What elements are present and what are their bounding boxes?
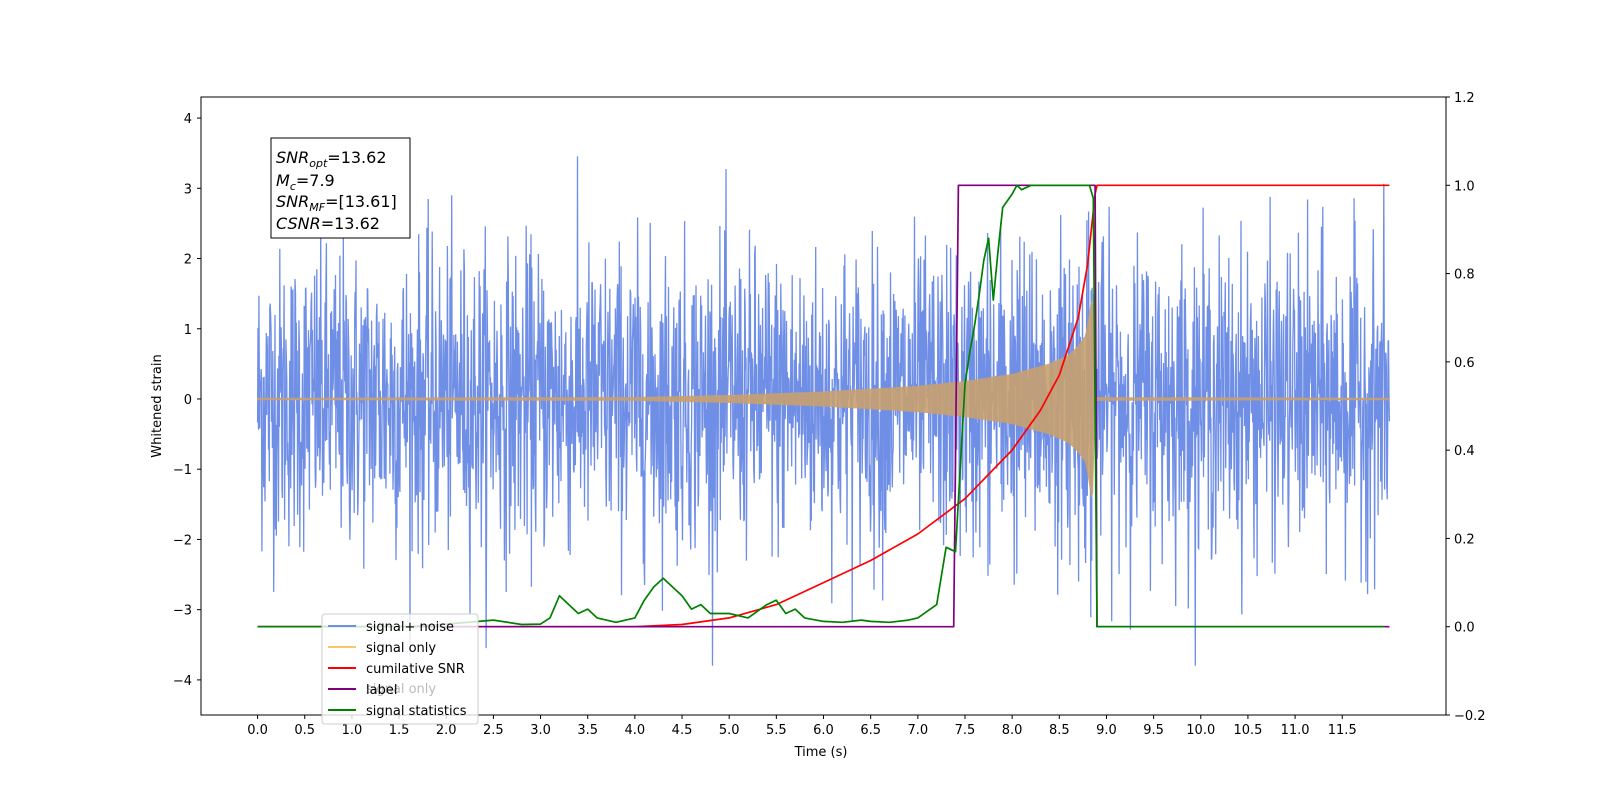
series-cumulative-snr [257,184,1390,628]
snr-mf-annotation: SNRMF=[13.61] [276,192,397,214]
legend-label-label: label [366,683,397,698]
right-tick-label: 1.0 [1454,179,1475,194]
x-tick-label: 2.0 [436,723,457,738]
x-tick-label: 1.0 [342,723,363,738]
x-tick-label: 4.5 [672,723,693,738]
x-tick-label: 11.0 [1281,723,1310,738]
x-axis-label: Time (s) [794,745,848,760]
left-tick-label: −2 [173,533,192,548]
legend: signal only signal+ noise signal only cu… [321,613,479,725]
x-tick-label: 2.5 [483,723,504,738]
right-tick-label: −0.2 [1454,709,1486,724]
x-tick-label: 6.5 [860,723,881,738]
x-tick-label: 8.0 [1002,723,1023,738]
x-tick-label: 9.0 [1096,723,1117,738]
right-tick-label: 1.2 [1454,91,1475,106]
x-tick-label: 3.0 [530,723,551,738]
left-tick-label: −1 [173,463,192,478]
plot-series [256,156,1391,666]
legend-label-stats: signal statistics [366,704,467,719]
x-axis-ticks: 0.0 0.5 1.0 1.5 2.0 2.5 3.0 3.5 4.0 4.5 5.0 5.5 6.0 6… [247,715,1357,738]
legend-label-csnr: cumilative SNR [366,662,465,677]
x-tick-label: 10.0 [1186,723,1215,738]
mc-annotation: Mc=7.9 [276,171,335,193]
left-tick-label: 4 [184,112,192,127]
snr-opt-annotation: SNRopt=13.62 [276,148,387,170]
x-tick-label: 0.5 [294,723,315,738]
legend-label-noise: signal+ noise [366,620,454,635]
x-tick-label: 9.5 [1143,723,1164,738]
stats-annotation-box: SNRopt=13.62 Mc=7.9 SNRMF=[13.61] CSNR=1… [270,137,411,239]
left-tick-label: 0 [184,393,192,408]
x-tick-label: 6.0 [813,723,834,738]
x-tick-label: 7.5 [955,723,976,738]
left-tick-label: 2 [184,253,192,268]
right-tick-label: 0.0 [1454,621,1475,636]
x-tick-label: 7.0 [907,723,928,738]
right-tick-label: 0.6 [1454,356,1475,371]
y-axis-label: Whitened strain [150,354,165,457]
left-tick-label: 1 [184,323,192,338]
series-signal-only [257,300,1390,498]
x-tick-label: 3.5 [577,723,598,738]
right-tick-label: 0.2 [1454,532,1475,547]
legend-hidden-text: signal only [366,682,436,697]
x-tick-label: 5.5 [766,723,787,738]
right-tick-label: 0.8 [1454,268,1475,283]
x-tick-label: 0.0 [247,723,268,738]
series-signal-noise [256,156,1391,666]
left-axis-ticks: 4 3 2 1 0 −1 −2 −3 −4 [173,112,201,689]
right-tick-label: 0.4 [1454,444,1475,459]
left-tick-label: −4 [173,674,192,689]
x-tick-label: 10.5 [1233,723,1262,738]
csnr-annotation: CSNR=13.62 [276,214,380,233]
x-tick-label: 11.5 [1328,723,1357,738]
series-signal-statistics [257,184,1385,628]
x-tick-label: 1.5 [389,723,410,738]
left-tick-label: 3 [184,182,192,197]
x-tick-label: 5.0 [719,723,740,738]
x-tick-label: 4.0 [625,723,646,738]
legend-label-signal: signal only [366,641,436,656]
right-axis-ticks: 1.2 1.0 0.8 0.6 0.4 0.2 0.0 −0.2 [1446,91,1486,724]
x-tick-label: 8.5 [1049,723,1070,738]
left-tick-label: −3 [173,604,192,619]
